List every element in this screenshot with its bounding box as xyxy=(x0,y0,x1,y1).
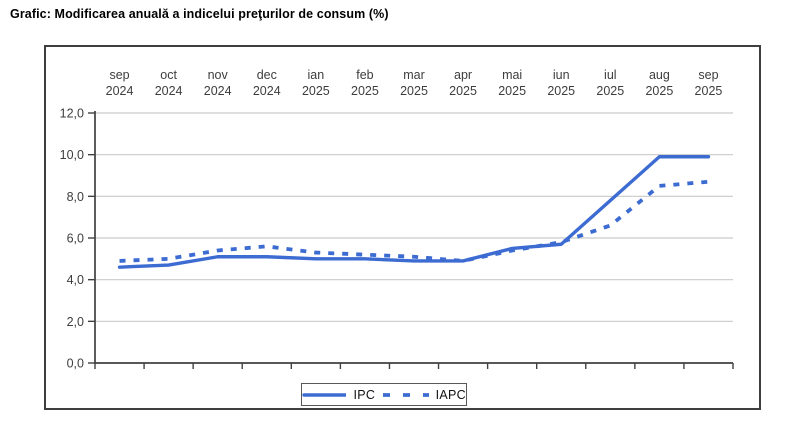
x-axis-label-month: sep xyxy=(109,68,129,82)
y-axis-label: 2,0 xyxy=(67,315,84,329)
iapc-dashed-line-sample xyxy=(383,392,429,397)
x-axis-label-month: feb xyxy=(356,68,373,82)
y-axis-label: 12,0 xyxy=(60,107,84,121)
x-axis-label-month: nov xyxy=(208,68,229,82)
x-axis-label-year: 2025 xyxy=(498,84,526,98)
x-axis-label-year: 2024 xyxy=(155,84,183,98)
y-axis-label: 10,0 xyxy=(60,148,84,162)
y-axis-label: 8,0 xyxy=(67,190,84,204)
x-axis-label-month: sep xyxy=(698,68,718,82)
x-axis-label-month: apr xyxy=(454,68,472,82)
legend-label-iapc: IAPC xyxy=(435,387,466,402)
x-axis-label-year: 2025 xyxy=(449,84,477,98)
y-axis-label: 6,0 xyxy=(67,232,84,246)
x-axis-label-year: 2025 xyxy=(400,84,428,98)
x-axis-label-year: 2025 xyxy=(547,84,575,98)
x-axis-label-year: 2025 xyxy=(596,84,624,98)
x-axis-label-month: aug xyxy=(649,68,670,82)
x-axis-label-month: iul xyxy=(604,68,617,82)
x-axis-label-year: 2024 xyxy=(106,84,134,98)
x-axis-label-year: 2025 xyxy=(351,84,379,98)
x-axis-label-month: ian xyxy=(308,68,325,82)
x-axis-label-year: 2025 xyxy=(695,84,723,98)
chart-legend: IPC IAPC xyxy=(301,383,467,406)
iapc-line xyxy=(119,179,709,263)
x-axis-label-month: mai xyxy=(502,68,522,82)
y-axis-label: 0,0 xyxy=(67,357,84,371)
x-axis-label-year: 2024 xyxy=(253,84,281,98)
x-axis-label-year: 2025 xyxy=(645,84,673,98)
x-axis-label-year: 2024 xyxy=(204,84,232,98)
chart-title: Grafic: Modificarea anuală a indicelui p… xyxy=(10,7,389,21)
chart-frame xyxy=(44,45,761,410)
x-axis-label-month: mar xyxy=(403,68,425,82)
legend-label-ipc: IPC xyxy=(353,387,376,402)
ipc-line xyxy=(117,155,711,269)
x-axis-label-month: dec xyxy=(257,68,277,82)
x-axis-label-month: oct xyxy=(160,68,177,82)
y-axis-label: 4,0 xyxy=(67,273,84,287)
ipc-solid-line-sample xyxy=(302,392,347,397)
x-axis-label-year: 2025 xyxy=(302,84,330,98)
x-axis-label-month: iun xyxy=(553,68,570,82)
